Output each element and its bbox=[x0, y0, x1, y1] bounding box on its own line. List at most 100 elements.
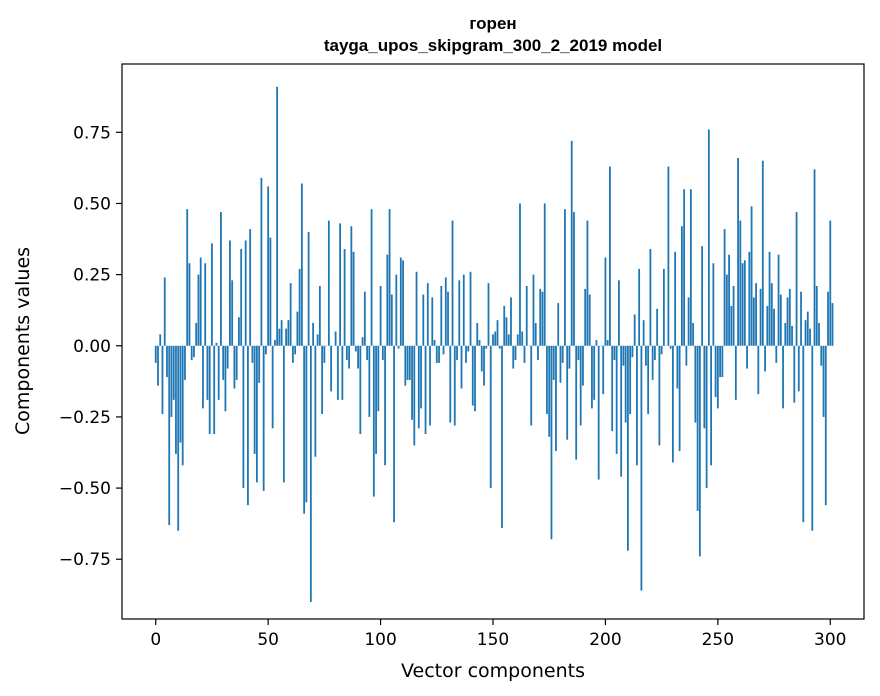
bar-78 bbox=[330, 345, 333, 392]
bar-99 bbox=[377, 345, 380, 412]
bar-157 bbox=[507, 334, 510, 346]
bar-270 bbox=[761, 160, 764, 346]
bar-204 bbox=[613, 345, 616, 360]
bar-106 bbox=[393, 345, 395, 523]
bar-229 bbox=[669, 345, 672, 349]
bar-206 bbox=[618, 280, 620, 346]
bar-179 bbox=[557, 303, 560, 346]
bar-240 bbox=[694, 345, 697, 423]
bar-19 bbox=[197, 274, 200, 346]
bar-107 bbox=[395, 274, 398, 346]
bar-44 bbox=[253, 345, 256, 454]
bar-77 bbox=[327, 220, 330, 346]
bar-186 bbox=[573, 212, 575, 346]
bar-215 bbox=[638, 268, 641, 346]
x-tick-label-100: 100 bbox=[364, 630, 396, 650]
bar-255 bbox=[728, 254, 730, 346]
x-tick-label-0: 0 bbox=[150, 630, 161, 650]
bar-174 bbox=[546, 345, 548, 415]
bar-91 bbox=[359, 345, 362, 434]
bar-200 bbox=[604, 257, 607, 346]
bar-193 bbox=[588, 294, 591, 346]
bar-121 bbox=[426, 283, 429, 346]
bar-1 bbox=[157, 345, 159, 386]
bar-92 bbox=[361, 337, 364, 346]
bar-254 bbox=[725, 274, 728, 346]
bar-176 bbox=[550, 345, 553, 540]
bar-137 bbox=[462, 274, 465, 346]
bar-80 bbox=[334, 331, 337, 346]
bar-97 bbox=[372, 345, 375, 497]
bar-150 bbox=[492, 334, 494, 346]
bar-67 bbox=[305, 345, 308, 503]
bar-38 bbox=[240, 249, 243, 346]
bar-25 bbox=[211, 243, 213, 346]
bar-231 bbox=[674, 251, 677, 346]
bar-300 bbox=[829, 220, 832, 346]
bar-100 bbox=[379, 286, 382, 346]
bar-218 bbox=[645, 345, 647, 366]
bar-21 bbox=[202, 345, 204, 409]
bar-108 bbox=[397, 345, 400, 349]
bar-17 bbox=[193, 345, 195, 358]
bar-202 bbox=[609, 166, 611, 346]
bar-163 bbox=[521, 331, 524, 346]
bar-33 bbox=[229, 240, 231, 346]
bar-65 bbox=[300, 183, 303, 346]
bar-87 bbox=[350, 226, 353, 346]
bar-295 bbox=[818, 323, 820, 346]
bar-269 bbox=[759, 288, 762, 346]
bar-228 bbox=[667, 166, 670, 346]
bar-158 bbox=[510, 297, 512, 346]
bar-114 bbox=[411, 345, 413, 420]
bar-146 bbox=[483, 345, 485, 386]
bar-149 bbox=[489, 345, 492, 489]
bar-185 bbox=[570, 140, 573, 346]
bar-234 bbox=[680, 226, 683, 346]
x-tick-label-200: 200 bbox=[589, 630, 621, 650]
bar-272 bbox=[766, 305, 769, 346]
bar-235 bbox=[683, 189, 686, 346]
bar-0 bbox=[154, 345, 157, 363]
bar-171 bbox=[539, 288, 542, 346]
bar-289 bbox=[804, 320, 807, 346]
bar-118 bbox=[420, 345, 422, 409]
bar-126 bbox=[438, 345, 440, 363]
bar-139 bbox=[467, 345, 470, 352]
bar-94 bbox=[366, 345, 368, 360]
bar-42 bbox=[249, 229, 252, 346]
bar-130 bbox=[447, 291, 449, 346]
y-tick-label-2: −0.25 bbox=[59, 408, 111, 428]
bar-223 bbox=[656, 308, 659, 346]
bar-160 bbox=[514, 345, 517, 360]
bar-238 bbox=[689, 189, 692, 346]
bar-16 bbox=[190, 345, 193, 360]
y-axis-label: Components values bbox=[12, 247, 34, 435]
bar-68 bbox=[307, 231, 310, 346]
bar-96 bbox=[370, 209, 373, 346]
bar-72 bbox=[316, 334, 319, 346]
bar-274 bbox=[770, 283, 773, 346]
bar-277 bbox=[777, 254, 780, 346]
bar-262 bbox=[743, 260, 746, 346]
bar-34 bbox=[231, 280, 234, 346]
bar-266 bbox=[752, 297, 755, 346]
bar-273 bbox=[768, 251, 771, 346]
bar-145 bbox=[480, 345, 483, 372]
bar-211 bbox=[629, 345, 632, 415]
bar-282 bbox=[788, 288, 791, 346]
bar-113 bbox=[408, 345, 411, 380]
bar-22 bbox=[204, 263, 207, 346]
bar-62 bbox=[294, 345, 297, 355]
bar-63 bbox=[296, 311, 299, 346]
bar-242 bbox=[698, 345, 701, 557]
bar-167 bbox=[530, 345, 533, 426]
bar-203 bbox=[611, 345, 614, 432]
bar-226 bbox=[662, 268, 665, 346]
bar-170 bbox=[537, 345, 539, 360]
bar-237 bbox=[687, 297, 690, 346]
bar-297 bbox=[822, 345, 825, 417]
bar-265 bbox=[750, 206, 753, 346]
bar-189 bbox=[579, 345, 582, 426]
